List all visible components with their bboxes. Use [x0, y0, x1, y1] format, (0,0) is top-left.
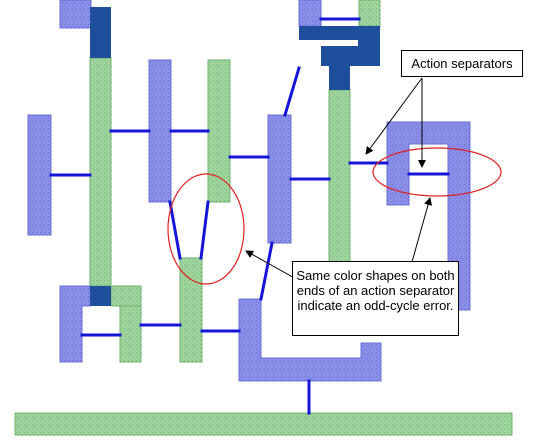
blue-bracket-bottom-left — [59, 285, 91, 363]
dark-block-top-left — [90, 7, 111, 58]
callout-action-separators: Action separators — [401, 50, 523, 77]
separator-diag-1 — [168, 200, 182, 260]
dark-block-bottom-left — [90, 286, 111, 306]
green-bar-col-1-lower-stem — [119, 305, 142, 363]
green-bar-col-4 — [328, 89, 351, 268]
green-bar-col-3 — [179, 257, 203, 363]
blue-top-right-stem — [298, 0, 322, 27]
highlight-ellipse-left — [167, 173, 245, 285]
green-bar-bottom — [14, 412, 513, 436]
blue-bar-col-3 — [267, 114, 292, 244]
action-separators — [49, 17, 450, 415]
callout-odd-cycle-error: Same color shapes on both ends of an act… — [292, 261, 459, 336]
arrow-separators-left — [365, 77, 423, 155]
blue-cap-top-left — [59, 0, 92, 29]
annotation-arrows — [245, 77, 432, 281]
green-shapes — [14, 0, 513, 436]
dark-block-top-right — [299, 26, 380, 90]
separator-diag-4 — [259, 241, 274, 301]
arrow-error-right — [411, 197, 432, 263]
green-bar-top-right — [358, 0, 381, 27]
green-bar-col-2 — [207, 59, 231, 203]
arrow-error-left — [245, 250, 299, 281]
green-bar-col-1-lower — [110, 285, 142, 307]
highlight-ellipses — [167, 147, 502, 285]
separator-diag-2 — [199, 200, 210, 260]
blue-bar-left — [27, 114, 52, 236]
green-bar-col-1 — [89, 57, 112, 287]
blue-u-shape-bottom — [238, 298, 382, 382]
highlight-ellipse-right — [372, 147, 502, 197]
blue-bar-col-2 — [148, 59, 172, 203]
blue-shapes — [27, 0, 471, 382]
separator-diag-3 — [283, 66, 301, 117]
